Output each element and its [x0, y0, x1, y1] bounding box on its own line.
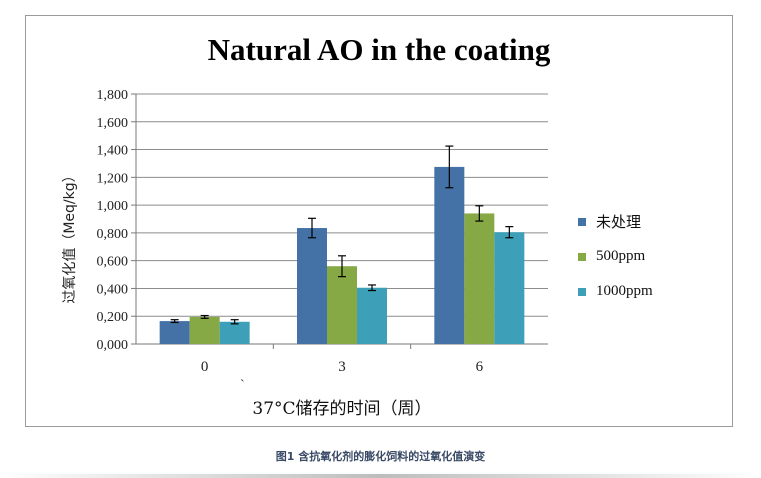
legend-label-1000ppm: 1000ppm — [596, 283, 653, 299]
bar — [219, 321, 250, 344]
legend-item-500ppm: 500ppm — [578, 239, 718, 274]
y-tick-label: 0,800 — [97, 227, 129, 242]
legend-label-500ppm: 500ppm — [596, 248, 646, 264]
bar — [297, 228, 327, 344]
bar — [357, 287, 387, 344]
bar — [327, 266, 357, 344]
chart-frame: Natural AO in the coating 过氧化值（Meq/kg） 0… — [25, 15, 733, 427]
bar — [159, 321, 190, 344]
stray-mark: ˋ — [240, 378, 245, 393]
x-tick-label: 0 — [201, 359, 209, 375]
legend-item-1000ppm: 1000ppm — [578, 274, 718, 309]
y-tick-label: 1,800 — [97, 88, 129, 103]
legend: 未处理 500ppm 1000ppm — [578, 204, 718, 309]
legend-swatch-1000ppm — [578, 287, 586, 296]
page-shadow — [0, 474, 761, 478]
bar — [434, 166, 465, 344]
y-tick-label: 0,000 — [97, 338, 129, 353]
x-axis-label: 37°C储存的时间（周） — [252, 399, 432, 419]
y-tick-label: 0,600 — [97, 255, 129, 270]
bar — [189, 316, 220, 344]
y-tick-label: 0,400 — [97, 282, 129, 297]
bar — [464, 213, 495, 344]
legend-swatch-500ppm — [578, 252, 586, 261]
legend-swatch-untreated — [578, 217, 586, 226]
legend-item-untreated: 未处理 — [578, 204, 718, 239]
bar — [494, 232, 525, 344]
y-tick-label: 1,400 — [97, 144, 129, 159]
plot-area: 0,000 0,200 0,400 0,600 0,800 1,000 1,200 1,400… — [97, 88, 548, 375]
x-tick-label: 3 — [338, 359, 346, 375]
y-tick-label: 1,600 — [97, 116, 129, 131]
y-tick-label: 1,000 — [97, 199, 129, 214]
legend-label-untreated: 未处理 — [596, 215, 642, 231]
y-tick-label: 1,200 — [97, 171, 129, 186]
figure-caption: 图1 含抗氧化剂的膨化饲料的过氧化值演变 — [275, 450, 486, 463]
y-tick-label: 0,200 — [97, 310, 129, 325]
chart-title: Natural AO in the coating — [207, 32, 551, 67]
x-tick-label: 6 — [476, 359, 484, 375]
